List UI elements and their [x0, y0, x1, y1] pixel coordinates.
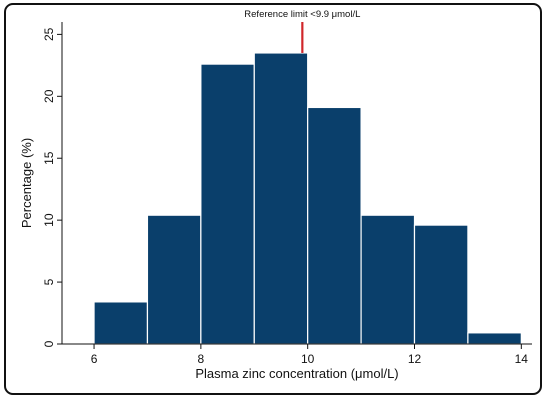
- histogram-bar-5: [307, 106, 362, 345]
- reference-line-group: Reference limit <9.9 μmol/L: [244, 9, 360, 53]
- y-tick-label: 25: [42, 27, 56, 41]
- reference-limit-label: Reference limit <9.9 μmol/L: [244, 9, 360, 20]
- x-ticks-group: 6 8 10 12 14: [91, 344, 529, 366]
- histogram-bar-3: [200, 63, 255, 345]
- y-tick-label: 10: [42, 213, 56, 227]
- bars-group: [93, 52, 522, 345]
- histogram-bar-7: [413, 224, 469, 345]
- histogram-bar-4: [253, 52, 309, 345]
- histogram-bar-2: [146, 214, 202, 345]
- x-tick-label: 14: [515, 352, 529, 366]
- y-ticks-group: 0 5 10 15 20 25: [42, 27, 62, 347]
- histogram-bar-8: [467, 332, 522, 345]
- x-tick-label: 12: [408, 352, 422, 366]
- y-tick-label: 0: [42, 340, 56, 347]
- histogram-bar-1: [93, 301, 149, 345]
- y-axis-label: Percentage (%): [19, 138, 34, 228]
- y-tick-label: 15: [42, 151, 56, 165]
- x-tick-label: 10: [301, 352, 315, 366]
- axes-group: [61, 22, 532, 345]
- y-tick-label: 20: [42, 89, 56, 103]
- x-tick-label: 8: [198, 352, 205, 366]
- x-tick-label: 6: [91, 352, 98, 366]
- x-axis-label: Plasma zinc concentration (μmol/L): [195, 366, 398, 381]
- histogram-bar-6: [360, 214, 416, 345]
- y-tick-label: 5: [42, 278, 56, 285]
